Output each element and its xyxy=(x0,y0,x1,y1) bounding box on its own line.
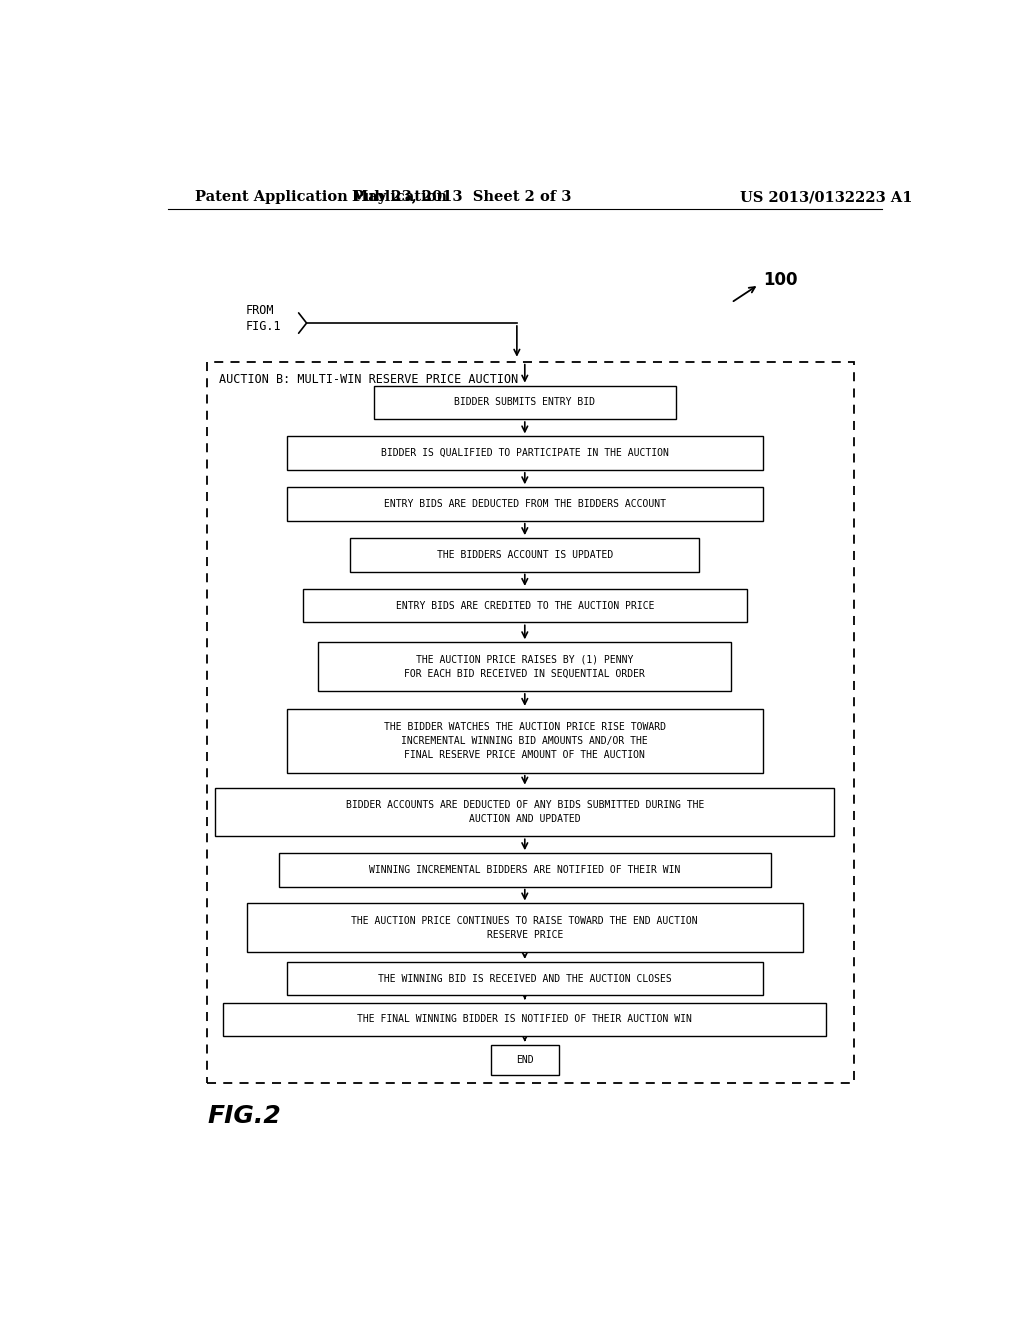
FancyBboxPatch shape xyxy=(287,487,763,521)
FancyBboxPatch shape xyxy=(215,788,835,837)
FancyBboxPatch shape xyxy=(279,853,771,887)
Text: BIDDER IS QUALIFIED TO PARTICIPATE IN THE AUCTION: BIDDER IS QUALIFIED TO PARTICIPATE IN TH… xyxy=(381,449,669,458)
Text: FIG.2: FIG.2 xyxy=(207,1104,282,1127)
FancyBboxPatch shape xyxy=(492,1044,558,1076)
Text: THE BIDDERS ACCOUNT IS UPDATED: THE BIDDERS ACCOUNT IS UPDATED xyxy=(436,550,613,560)
Text: US 2013/0132223 A1: US 2013/0132223 A1 xyxy=(740,190,912,205)
Text: BIDDER SUBMITS ENTRY BID: BIDDER SUBMITS ENTRY BID xyxy=(455,397,595,408)
FancyBboxPatch shape xyxy=(247,903,803,952)
Text: 100: 100 xyxy=(763,272,798,289)
FancyBboxPatch shape xyxy=(303,589,748,623)
Text: ENTRY BIDS ARE DEDUCTED FROM THE BIDDERS ACCOUNT: ENTRY BIDS ARE DEDUCTED FROM THE BIDDERS… xyxy=(384,499,666,510)
Text: May 23, 2013  Sheet 2 of 3: May 23, 2013 Sheet 2 of 3 xyxy=(351,190,571,205)
FancyBboxPatch shape xyxy=(287,437,763,470)
Text: Patent Application Publication: Patent Application Publication xyxy=(196,190,447,205)
FancyBboxPatch shape xyxy=(350,539,699,572)
Text: FROM
FIG.1: FROM FIG.1 xyxy=(246,305,281,334)
FancyBboxPatch shape xyxy=(287,709,763,772)
FancyBboxPatch shape xyxy=(287,962,763,995)
Text: END: END xyxy=(516,1055,534,1065)
Text: THE BIDDER WATCHES THE AUCTION PRICE RISE TOWARD
INCREMENTAL WINNING BID AMOUNTS: THE BIDDER WATCHES THE AUCTION PRICE RIS… xyxy=(384,722,666,760)
Text: THE AUCTION PRICE CONTINUES TO RAISE TOWARD THE END AUCTION
RESERVE PRICE: THE AUCTION PRICE CONTINUES TO RAISE TOW… xyxy=(351,916,698,940)
FancyBboxPatch shape xyxy=(318,643,731,690)
FancyBboxPatch shape xyxy=(374,385,676,420)
FancyBboxPatch shape xyxy=(223,1002,826,1036)
Text: ENTRY BIDS ARE CREDITED TO THE AUCTION PRICE: ENTRY BIDS ARE CREDITED TO THE AUCTION P… xyxy=(395,601,654,611)
Text: BIDDER ACCOUNTS ARE DEDUCTED OF ANY BIDS SUBMITTED DURING THE
AUCTION AND UPDATE: BIDDER ACCOUNTS ARE DEDUCTED OF ANY BIDS… xyxy=(346,800,703,824)
Text: THE AUCTION PRICE RAISES BY (1) PENNY
FOR EACH BID RECEIVED IN SEQUENTIAL ORDER: THE AUCTION PRICE RAISES BY (1) PENNY FO… xyxy=(404,655,645,678)
Text: THE FINAL WINNING BIDDER IS NOTIFIED OF THEIR AUCTION WIN: THE FINAL WINNING BIDDER IS NOTIFIED OF … xyxy=(357,1014,692,1024)
Text: AUCTION B: MULTI-WIN RESERVE PRICE AUCTION: AUCTION B: MULTI-WIN RESERVE PRICE AUCTI… xyxy=(219,374,518,387)
Text: WINNING INCREMENTAL BIDDERS ARE NOTIFIED OF THEIR WIN: WINNING INCREMENTAL BIDDERS ARE NOTIFIED… xyxy=(369,865,681,875)
Text: THE WINNING BID IS RECEIVED AND THE AUCTION CLOSES: THE WINNING BID IS RECEIVED AND THE AUCT… xyxy=(378,974,672,983)
